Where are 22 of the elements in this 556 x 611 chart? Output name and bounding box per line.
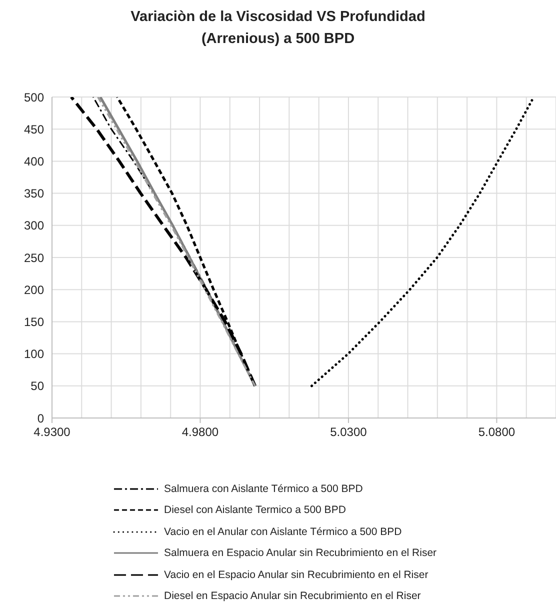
legend-label: Diesel con Aislante Termico a 500 BPD [164,504,346,516]
legend-label: Diesel en Espacio Anular sin Recubrimiento en el Riser [164,590,421,602]
x-tick-label: 4.9300 [34,425,71,439]
legend-label: Vacio en el Anular con Aislante Térmico a 500 BPD [164,526,402,538]
y-tick-label: 400 [24,154,44,168]
legend-label: Salmuera con Aislante Térmico a 500 BPD [164,482,363,495]
chart-title: Variaciòn de la Viscosidad VS Profundidad (Arrenious) a 500 BPD [130,8,426,49]
y-tick-label: 50 [30,379,44,394]
x-tick-label: 5.0800 [478,425,516,439]
y-tick-label: 450 [24,122,44,136]
legend-label: Vacio en el Espacio Anular sin Recubrimiento en el Riser [164,568,428,581]
y-tick-label: 250 [24,250,44,265]
y-tick-label: 300 [24,218,44,233]
y-tick-label: 0 [37,411,44,426]
legend-label: Salmuera en Espacio Anular sin Recubrimiento en el Riser [164,547,437,560]
y-tick-label: 100 [24,347,44,362]
y-tick-label: 350 [24,186,44,201]
x-tick-label: 5.0300 [330,425,368,439]
x-tick-label: 4.9800 [182,425,219,439]
y-tick-label: 150 [24,314,44,329]
y-tick-label: 200 [24,282,44,297]
y-tick-label: 500 [24,90,44,104]
